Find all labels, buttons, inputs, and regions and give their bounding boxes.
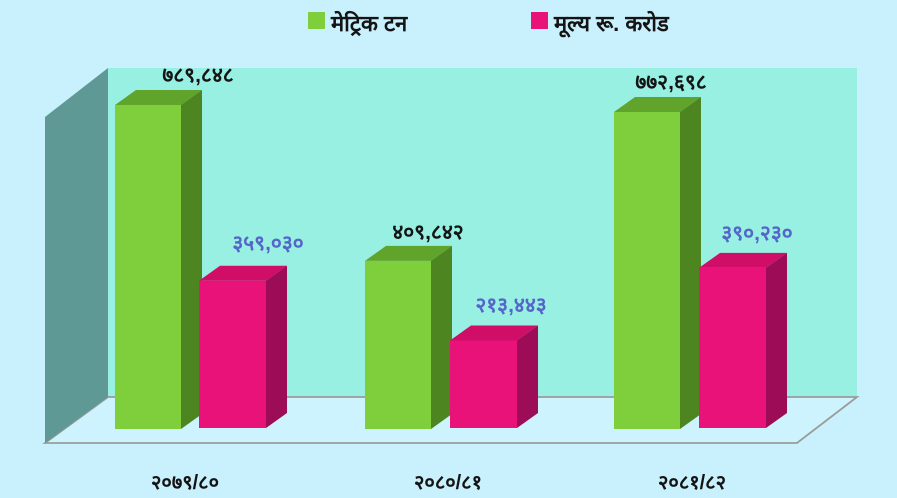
data-label-green-2079-80: ७८९,८४८ (162, 64, 234, 87)
bar-top-face (699, 252, 787, 268)
left-wall (45, 68, 108, 443)
bar-pink-2 (699, 252, 787, 428)
bar-top-face (614, 97, 701, 113)
bar-side-face (517, 325, 538, 428)
bar-green-2 (614, 97, 701, 429)
bar-green-0 (115, 90, 202, 429)
x-axis-label-2081-82: २०८१/८२ (658, 472, 726, 494)
bar-side-face (431, 245, 452, 429)
bar-front-face (450, 340, 517, 428)
x-axis-label-2079-80: २०७९/८० (151, 472, 219, 494)
data-label-green-2081-82: ७७२,६९८ (635, 71, 707, 94)
bar-front-face (115, 105, 181, 429)
legend-item-value-crore: मूल्य रू. करोड (531, 8, 669, 38)
bar-side-face (266, 265, 287, 428)
legend-label-value-crore: मूल्य रू. करोड (554, 11, 669, 36)
data-label-pink-2081-82: ३९०,२३० (721, 222, 793, 245)
bar-front-face (699, 267, 766, 428)
data-label-green-2080-81: ४०९,८४२ (392, 221, 464, 244)
bar-side-face (181, 90, 202, 429)
bar-side-face (680, 97, 701, 429)
bar-pink-1 (450, 325, 538, 428)
legend-label-metric-ton: मेट्रिक टन (331, 11, 408, 36)
legend-swatch-pink (531, 11, 548, 29)
data-label-pink-2079-80: ३५९,०३० (232, 232, 304, 255)
bar-pink-0 (199, 265, 287, 428)
bar-top-face (115, 90, 202, 105)
bar-side-face (766, 252, 787, 428)
legend-item-metric-ton: मेट्रिक टन (308, 8, 407, 38)
bar-top-face (199, 265, 287, 281)
x-axis-label-2080-81: २०८०/८१ (414, 472, 482, 494)
bar-front-face (199, 280, 266, 428)
bar-top-face (450, 325, 538, 341)
bar-green-1 (365, 245, 452, 429)
bar-front-face (365, 260, 431, 429)
bar-top-face (365, 245, 452, 261)
bar-front-face (614, 112, 680, 429)
legend-swatch-green (308, 11, 325, 29)
data-label-pink-2080-81: २१३,४४३ (475, 294, 547, 317)
